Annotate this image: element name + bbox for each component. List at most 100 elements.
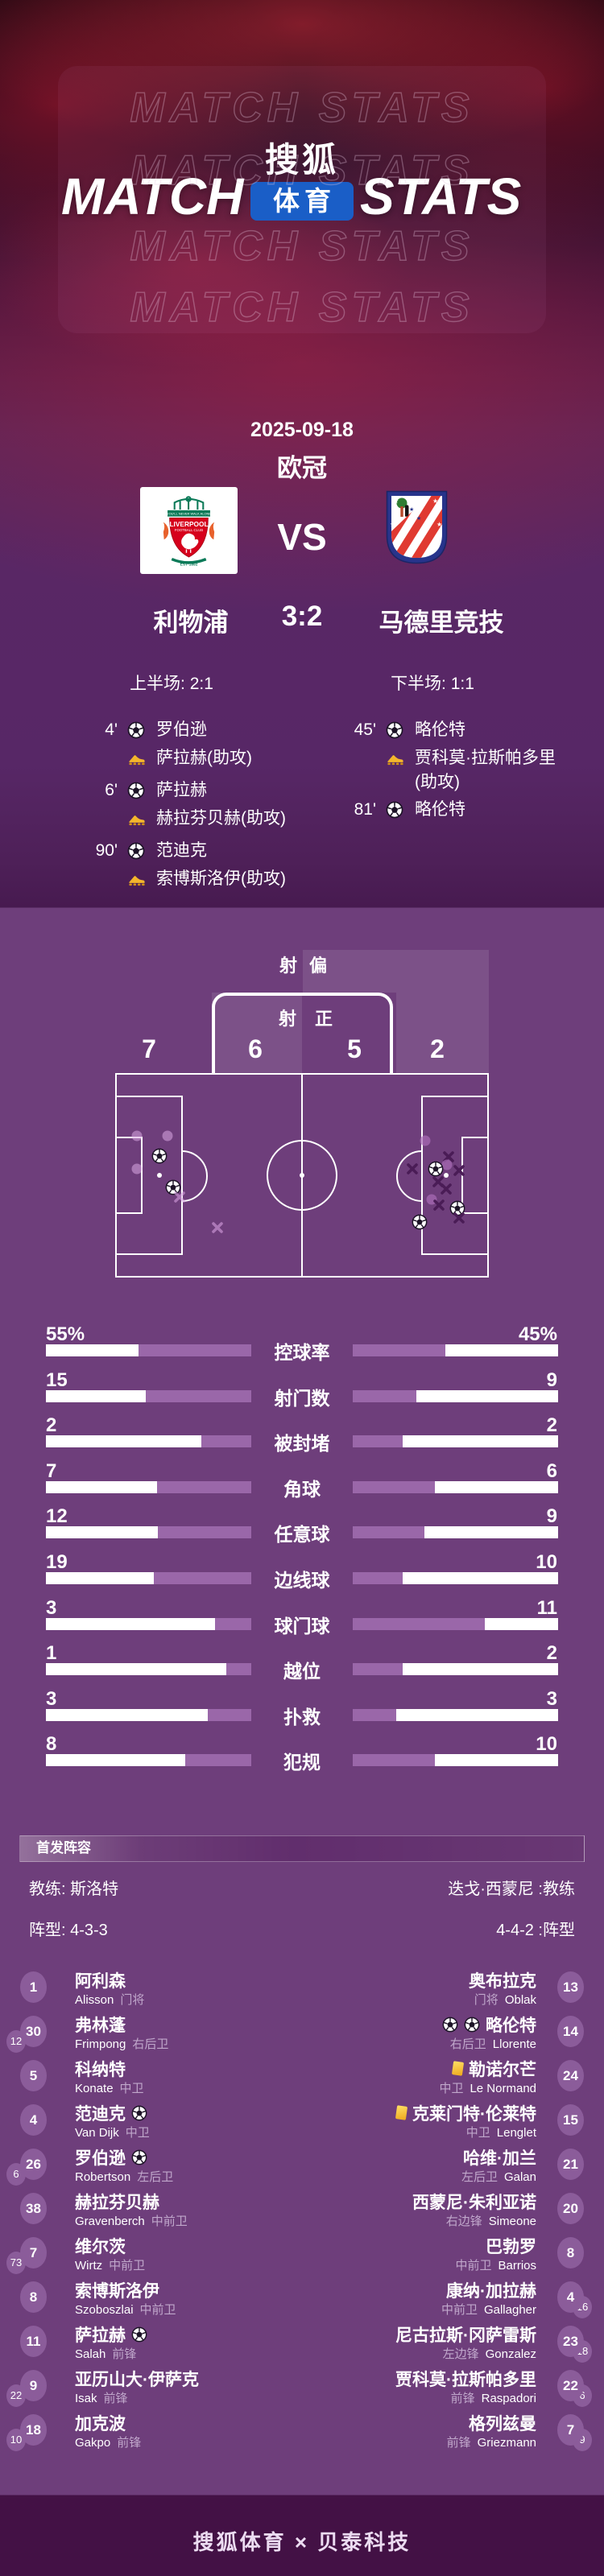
home-stat-bar — [46, 1526, 251, 1539]
player-sub-line: Konate 中卫 — [75, 2079, 144, 2095]
home-stat-value: 3 — [46, 1596, 57, 1619]
player-sub-line: 中卫 Le Normand — [439, 2079, 536, 2095]
player-sub-line: 门将 Oblak — [474, 1991, 536, 2007]
player-name-en: Alisson — [75, 1993, 114, 2007]
player-name-line: 阿利森 — [75, 1969, 126, 1991]
player-name-line: 格列兹曼 — [469, 2412, 536, 2434]
player-name-cn: 亚历山大·伊萨克 — [75, 2370, 199, 2389]
player-name-en: Gravenberch — [75, 2215, 145, 2228]
player-row: 18 23 尼古拉斯·冈萨雷斯 左边锋 Gonzalez — [0, 2319, 604, 2363]
stat-label: 越位 — [283, 1661, 321, 1682]
soccer-ball-icon — [127, 721, 145, 739]
away-stat-bar — [353, 1708, 558, 1721]
player-position: 中前卫 — [455, 2259, 492, 2273]
player-number: 7 — [557, 2414, 584, 2446]
player-row: 38 赫拉芬贝赫 Gravenberch 中前卫 — [0, 2186, 604, 2231]
player-number: 4 — [557, 2281, 584, 2313]
player-name-en: Lenglet — [496, 2126, 536, 2140]
assist-player: 赫拉芬贝赫(助攻) — [156, 809, 286, 828]
player-name-cn: 尼古拉斯·冈萨雷斯 — [395, 2326, 536, 2345]
home-goal-events: 4' 罗伯逊 萨拉赫(助攻) 6' 萨拉赫 赫拉芬贝赫(助攻) 90' 范迪克 索博斯洛伊(助攻… — [93, 718, 323, 899]
player-number: 21 — [557, 2149, 584, 2180]
player-name-line: 科纳特 — [75, 2058, 126, 2079]
stat-label: 被封堵 — [274, 1433, 330, 1455]
away-stat-bar — [353, 1526, 558, 1539]
player-position: 右边锋 — [445, 2215, 482, 2228]
player-position: 前锋 — [117, 2436, 142, 2450]
away-team-name: 马德里竞技 — [379, 609, 504, 637]
stat-row: 3 3 扑救 — [0, 1688, 604, 1733]
home-stat-bar — [46, 1663, 251, 1676]
assist-player: 索博斯洛伊(助攻) — [156, 869, 286, 888]
player-sub-line: 前锋 Griezmann — [447, 2434, 536, 2450]
player-number: 9 — [20, 2370, 47, 2401]
player-number: 20 — [557, 2193, 584, 2224]
off-target-zone-highlight — [303, 950, 489, 993]
player-row: 9 7 格列兹曼 前锋 Griezmann — [0, 2408, 604, 2452]
player-sub-line: Gravenberch 中前卫 — [75, 2212, 188, 2228]
stat-label: 犯规 — [283, 1752, 321, 1773]
soccer-ball-icon — [131, 2326, 147, 2342]
player-number: 13 — [557, 1971, 584, 2003]
player-name-en: Gallagher — [483, 2303, 536, 2317]
player-name-line: 弗林蓬 — [75, 2013, 126, 2035]
player-row: 24 勒诺尔芒 中卫 Le Normand — [0, 2054, 604, 2098]
player-position: 前锋 — [103, 2392, 128, 2405]
goal-time: 90' — [95, 841, 118, 860]
yellow-card-icon — [395, 2105, 408, 2120]
atletico-crest-icon: ★ ★ ★ ★ ★ ★ ★ — [386, 490, 448, 564]
away-shots-off-count: 2 — [430, 1034, 445, 1063]
away-stat-value: 3 — [546, 1687, 557, 1710]
player-name-cn: 勒诺尔芒 — [469, 2060, 536, 2079]
goal-event: 4' 罗伯逊 萨拉赫(助攻) — [93, 718, 323, 775]
home-stat-value: 1 — [46, 1642, 57, 1665]
player-name-line: 西蒙尼·朱利亚诺 — [412, 2190, 536, 2212]
svg-text:★: ★ — [393, 497, 399, 505]
player-number: 11 — [20, 2326, 47, 2357]
soccer-ball-icon — [131, 2105, 147, 2120]
sohu-sports-logo: 搜狐 体育 — [250, 142, 354, 221]
player-number: 4 — [20, 2104, 47, 2136]
home-stat-bar — [46, 1754, 251, 1767]
soccer-ball-icon — [127, 842, 145, 860]
home-stat-value: 3 — [46, 1687, 57, 1710]
player-position: 门将 — [474, 1993, 499, 2007]
player-row: 12 30 弗林蓬 Frimpong 右后卫 — [0, 2009, 604, 2054]
player-name-line: 尼古拉斯·冈萨雷斯 — [395, 2323, 536, 2345]
assist-row: 索博斯洛伊(助攻) — [93, 867, 323, 896]
player-number: 24 — [557, 2060, 584, 2091]
player-number: 18 — [20, 2414, 47, 2446]
on-target-marker — [131, 1163, 143, 1174]
player-name-line: 赫拉芬贝赫 — [75, 2190, 159, 2212]
off-target-marker — [407, 1163, 418, 1174]
player-sub-line: 左边锋 Gonzalez — [443, 2345, 536, 2361]
goal-row: 81' 略伦特 — [352, 798, 576, 826]
player-name-cn: 弗林蓬 — [75, 2016, 126, 2035]
sports-badge: 体育 — [250, 182, 354, 221]
liverpool-crest-icon: YOU'LL NEVER WALK ALONE LIVERPOOL FOOTBA… — [163, 496, 215, 567]
player-position: 左后卫 — [461, 2170, 498, 2184]
stat-label: 球门球 — [274, 1615, 330, 1637]
yellow-card-icon — [451, 2061, 465, 2076]
goal-time: 45' — [354, 720, 376, 739]
soccer-ball-icon — [464, 2017, 480, 2032]
second-half-score: 下半场: 1:1 — [391, 675, 474, 693]
goal-marker — [428, 1161, 444, 1177]
player-name-line: 贾科莫·拉斯帕多里 — [395, 2368, 536, 2389]
player-name-en: Simeone — [488, 2215, 536, 2228]
stat-row: 12 9 任意球 — [0, 1505, 604, 1550]
stat-row: 3 11 球门球 — [0, 1597, 604, 1642]
off-target-zone-highlight-right — [396, 993, 489, 1073]
player-name-en: Isak — [75, 2392, 97, 2405]
away-stat-bar — [353, 1754, 558, 1767]
on-target-marker — [162, 1130, 173, 1141]
player-name-en: Salah — [75, 2347, 106, 2361]
on-target-marker — [441, 1159, 453, 1170]
goal-scorer: 略伦特 — [415, 800, 465, 819]
sohu-wordmark: 搜狐 — [264, 141, 339, 179]
goal-scorer: 罗伯逊 — [156, 720, 207, 739]
goal-marker — [165, 1179, 181, 1195]
player-name-line: 奥布拉克 — [469, 1969, 536, 1991]
away-stat-value: 9 — [546, 1368, 557, 1391]
player-name-line: 哈维·加兰 — [463, 2146, 536, 2168]
